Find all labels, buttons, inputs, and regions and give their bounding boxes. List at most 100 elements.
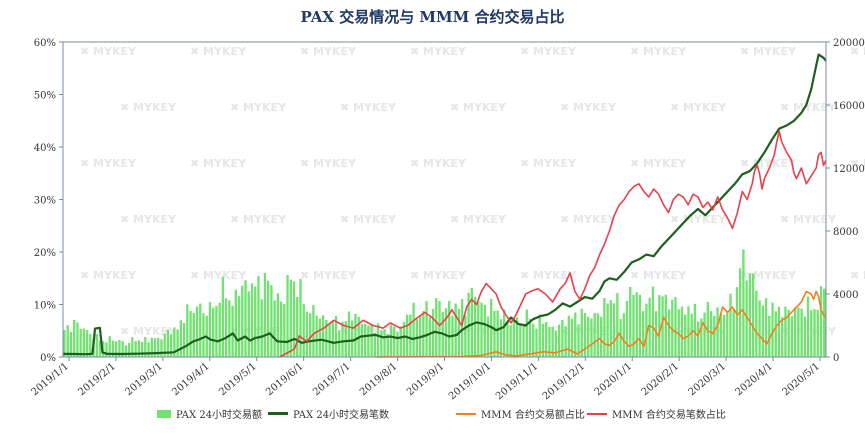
right-tick-label: 12000 bbox=[833, 164, 865, 175]
bar bbox=[166, 329, 170, 357]
bar bbox=[231, 305, 234, 357]
legend-item-pax-volume[interactable]: PAX 24小时交易额 bbox=[157, 406, 262, 421]
bar bbox=[218, 302, 221, 357]
watermark-text: ✖ MYKEY bbox=[850, 157, 865, 170]
bar bbox=[215, 305, 218, 357]
x-tick-label: 2020/3/1 bbox=[687, 361, 728, 398]
bar bbox=[784, 306, 787, 357]
bar bbox=[619, 319, 622, 357]
bar bbox=[745, 280, 748, 357]
watermark-text: ✖ MYKEY bbox=[740, 45, 797, 58]
bar bbox=[321, 315, 325, 357]
watermark-text: ✖ MYKEY bbox=[670, 213, 727, 226]
watermark-text: ✖ MYKEY bbox=[630, 157, 687, 170]
watermark-text: ✖ MYKEY bbox=[780, 101, 837, 114]
bar bbox=[716, 307, 719, 357]
bar bbox=[85, 329, 89, 357]
bar bbox=[334, 316, 338, 357]
x-tick-label: 2019/11/1 bbox=[494, 361, 540, 402]
bar bbox=[819, 286, 823, 357]
legend-item-mmm-count-ratio[interactable]: MMM 合约交易笔数占比 bbox=[587, 406, 726, 421]
bar bbox=[202, 313, 205, 357]
bar bbox=[496, 310, 499, 357]
bar bbox=[477, 301, 480, 357]
bar bbox=[687, 306, 690, 357]
bar bbox=[250, 283, 254, 357]
bar bbox=[325, 320, 328, 357]
x-tick-label: 2020/1/1 bbox=[593, 361, 634, 398]
bar bbox=[247, 291, 250, 357]
bar bbox=[793, 307, 797, 357]
bar bbox=[279, 301, 283, 357]
watermark-text: ✖ MYKEY bbox=[520, 157, 577, 170]
legend-swatch-bar bbox=[157, 409, 171, 418]
bar bbox=[596, 313, 600, 357]
watermark-text: ✖ MYKEY bbox=[120, 101, 177, 114]
bar bbox=[221, 276, 225, 357]
bar bbox=[661, 296, 664, 357]
bar bbox=[464, 315, 467, 357]
right-tick-label: 4000 bbox=[833, 290, 858, 301]
bar bbox=[72, 320, 76, 357]
bar bbox=[470, 288, 473, 357]
bar bbox=[124, 345, 128, 357]
watermark-text: ✖ MYKEY bbox=[190, 157, 247, 170]
legend-item-mmm-volume-ratio[interactable]: MMM 合约交易额占比 bbox=[456, 406, 585, 421]
bar bbox=[157, 337, 160, 357]
bar bbox=[499, 319, 503, 357]
watermark-text: ✖ MYKEY bbox=[630, 269, 687, 282]
watermark-text: ✖ MYKEY bbox=[410, 269, 467, 282]
bar bbox=[774, 311, 777, 357]
x-tick-label: 2020/4/1 bbox=[734, 361, 775, 398]
bar bbox=[318, 318, 322, 357]
x-tick-label: 2019/7/1 bbox=[311, 361, 352, 398]
bar bbox=[577, 324, 580, 357]
left-tick-label: 50% bbox=[34, 91, 56, 102]
bar bbox=[179, 320, 183, 357]
bar bbox=[360, 324, 364, 357]
bar bbox=[590, 318, 593, 357]
bar bbox=[98, 340, 102, 357]
x-tick-label: 2019/2/1 bbox=[76, 361, 117, 398]
left-tick-label: 10% bbox=[34, 301, 56, 312]
bar bbox=[622, 313, 625, 357]
bar bbox=[771, 302, 774, 357]
legend-label: PAX 24小时交易笔数 bbox=[293, 410, 390, 421]
legend-swatch-line bbox=[268, 412, 288, 415]
bar bbox=[538, 314, 541, 357]
chart-title: PAX 交易情况与 MMM 合约交易占比 bbox=[300, 8, 565, 26]
bar bbox=[169, 334, 173, 357]
left-tick-label: 30% bbox=[34, 196, 56, 207]
x-tick-label: 2019/10/1 bbox=[447, 361, 493, 402]
bar bbox=[512, 317, 516, 357]
bar bbox=[137, 340, 140, 357]
bar bbox=[160, 339, 163, 357]
bar bbox=[515, 317, 519, 357]
bar bbox=[713, 315, 716, 357]
bar bbox=[176, 329, 179, 357]
bar bbox=[367, 325, 370, 357]
bar bbox=[393, 326, 396, 357]
bar bbox=[800, 308, 803, 357]
bar bbox=[654, 311, 658, 357]
watermark-text: ✖ MYKEY bbox=[560, 101, 617, 114]
bar bbox=[118, 340, 121, 357]
bar bbox=[671, 299, 674, 357]
bar bbox=[406, 314, 409, 357]
legend-item-pax-count[interactable]: PAX 24小时交易笔数 bbox=[268, 406, 389, 421]
bar bbox=[777, 306, 781, 357]
watermark-text: ✖ MYKEY bbox=[300, 45, 357, 58]
bar bbox=[144, 336, 147, 357]
bar bbox=[95, 333, 98, 357]
bar bbox=[389, 324, 393, 357]
bar bbox=[328, 323, 331, 357]
bar bbox=[163, 333, 166, 357]
watermark-text: ✖ MYKEY bbox=[520, 269, 577, 282]
bar bbox=[296, 297, 299, 357]
bar bbox=[729, 293, 732, 357]
legend-swatch-line bbox=[587, 412, 607, 415]
bar bbox=[648, 297, 651, 357]
bar bbox=[658, 295, 661, 357]
bar bbox=[351, 320, 354, 357]
bar bbox=[541, 323, 545, 357]
